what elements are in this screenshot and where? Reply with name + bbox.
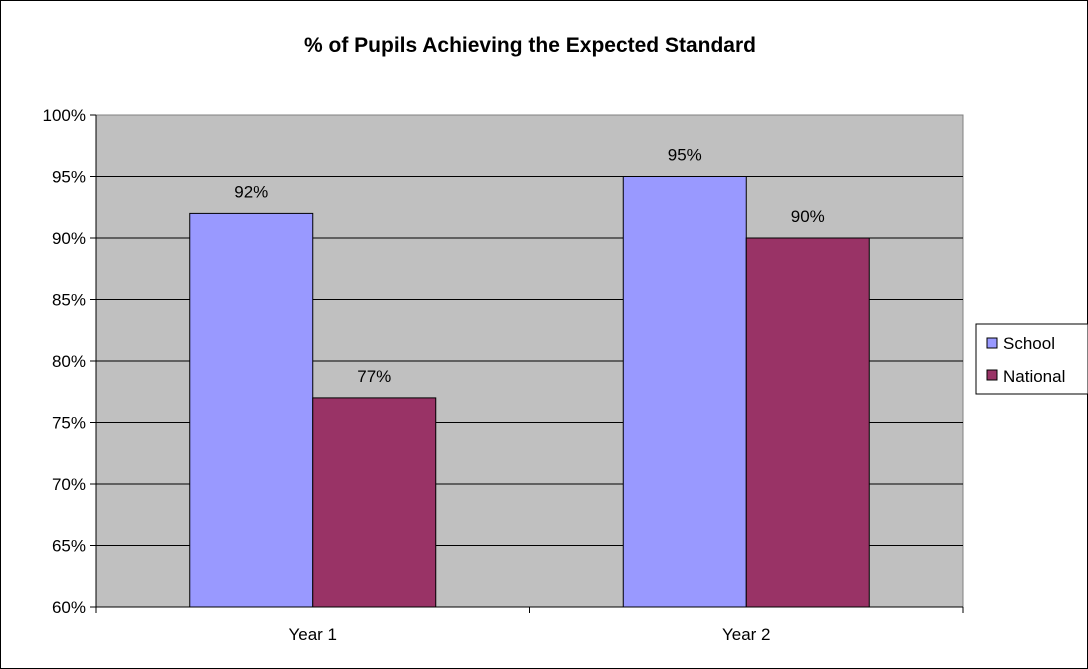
axes	[90, 114, 964, 613]
legend-swatch-school	[986, 337, 998, 349]
y-axis-tick-labels: 60% 65% 70% 75% 80% 85% 90% 95% 100%	[43, 106, 86, 617]
x-axis-tick-labels: Year 1 Year 2	[288, 625, 770, 644]
data-labels: 92% 77% 95% 90%	[234, 146, 825, 386]
y-tick-label: 85%	[52, 291, 86, 310]
y-tick-label: 90%	[52, 229, 86, 248]
data-label: 77%	[357, 367, 391, 386]
legend-swatch-national	[986, 369, 998, 381]
bars	[189, 176, 870, 608]
bar-national-year-2	[745, 237, 870, 608]
data-label: 92%	[234, 182, 268, 201]
legend-border	[975, 323, 1088, 395]
x-tick-label: Year 1	[288, 625, 337, 644]
legend: School National	[975, 323, 1088, 395]
x-tick-label: Year 2	[722, 625, 771, 644]
data-label: 90%	[791, 207, 825, 226]
y-tick-label: 80%	[52, 352, 86, 371]
legend-label-school: School	[1003, 334, 1055, 353]
legend-label-national: National	[1003, 367, 1065, 386]
bar-school-year-2	[622, 176, 747, 608]
y-tick-label: 65%	[52, 537, 86, 556]
y-tick-label: 100%	[43, 106, 86, 125]
y-tick-label: 60%	[52, 598, 86, 617]
bar-school-year-1	[189, 212, 314, 608]
data-label: 95%	[668, 146, 702, 165]
y-tick-label: 95%	[52, 168, 86, 187]
y-tick-label: 75%	[52, 414, 86, 433]
bar-national-year-1	[312, 397, 437, 608]
chart-title: % of Pupils Achieving the Expected Stand…	[304, 34, 756, 57]
y-tick-label: 70%	[52, 475, 86, 494]
